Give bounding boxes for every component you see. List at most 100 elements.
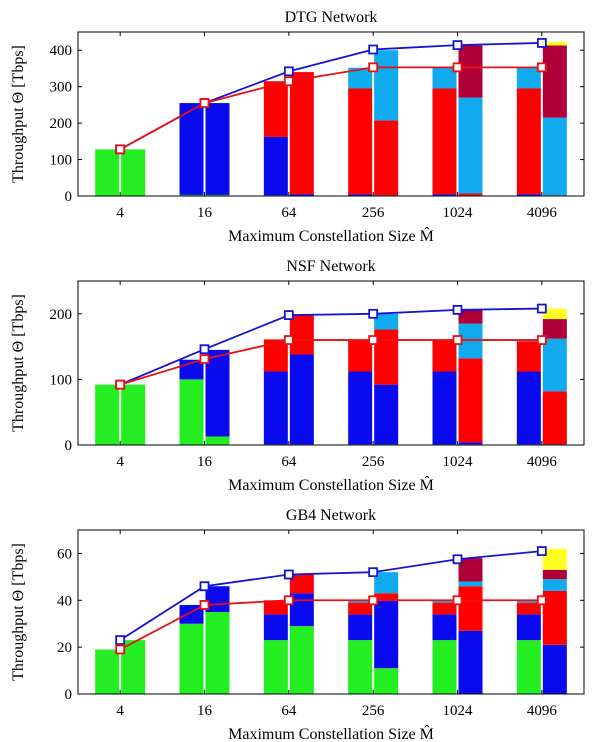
x-tick-label: 1024 — [443, 205, 474, 221]
series-marker — [536, 546, 547, 556]
series-marker — [283, 76, 294, 87]
bar-segment-maroon — [542, 319, 567, 339]
x-axis-label: Maximum Constellation Size M̂ — [228, 226, 434, 245]
y-tick-label: 60 — [57, 546, 72, 562]
bar-segment-yellow — [542, 308, 567, 320]
series-marker — [536, 303, 547, 314]
bar-segment-blue — [348, 614, 373, 641]
bar-segment-red — [289, 72, 314, 195]
x-tick-label: 64 — [281, 205, 297, 221]
bar-segment-cyan — [542, 117, 567, 196]
x-tick-label: 16 — [197, 205, 213, 221]
y-axis-label: Throughput Θ [Tbps] — [10, 543, 27, 681]
x-tick-label: 16 — [197, 454, 213, 470]
bar-segment-blue — [205, 586, 230, 612]
bar-segment-green — [179, 623, 204, 694]
bar-segment-green — [516, 640, 541, 694]
series-marker — [283, 310, 294, 321]
bar-segment-red — [542, 391, 567, 445]
bar-segment-green — [348, 640, 373, 694]
bar-segment-blue — [516, 614, 541, 641]
plot-frame — [77, 31, 585, 197]
bar-segment-green — [374, 668, 399, 694]
series-marker — [368, 595, 379, 606]
series-marker — [283, 569, 294, 580]
bar-segment-red — [348, 602, 373, 615]
bar-segment-red — [374, 120, 399, 196]
series-marker — [115, 144, 126, 155]
x-tick-label: 64 — [281, 703, 297, 719]
bar-segment-cyan — [374, 313, 399, 330]
y-tick-label: 300 — [50, 80, 73, 96]
bar-segment-red — [263, 81, 288, 137]
bar-segment-blue — [516, 194, 541, 196]
bar-segment-red — [542, 590, 567, 645]
series-line-1 — [119, 550, 542, 641]
bar-segment-cyan — [458, 97, 483, 194]
chart-panel-3: GB4 Network 0 20 40 60 4 16 64 256 1024 4096 Maximu… — [10, 507, 585, 742]
bar-segment-green — [95, 384, 120, 445]
bar-segment-cyan — [374, 50, 399, 121]
bar-segment-cyan — [542, 579, 567, 591]
bar-segment-green — [179, 194, 204, 196]
bar-segment-cyan — [374, 572, 399, 594]
series-marker — [199, 581, 210, 592]
series-marker — [368, 567, 379, 578]
x-tick-label: 4096 — [527, 703, 558, 719]
bar-segment-red — [289, 315, 314, 355]
bar-segment-blue — [374, 600, 399, 669]
x-tick-label: 256 — [362, 703, 385, 719]
bar-segment-red — [458, 358, 483, 443]
y-tick-label: 0 — [65, 438, 73, 454]
series-marker — [452, 304, 463, 315]
bar-segment-red — [516, 341, 541, 372]
y-tick-label: 200 — [50, 116, 73, 132]
bar-segment-blue — [205, 349, 230, 437]
series-marker — [283, 66, 294, 77]
x-axis-label: Maximum Constellation Size M̂ — [228, 724, 434, 742]
bar-segment-cyan — [432, 67, 457, 89]
x-tick-label: 64 — [281, 454, 297, 470]
series-marker — [283, 335, 294, 345]
x-tick-label: 4096 — [527, 205, 558, 221]
bar-segment-green — [205, 436, 230, 445]
bar-segment-blue — [348, 194, 373, 196]
bar-segment-maroon — [542, 569, 567, 580]
bar-segment-red — [348, 88, 373, 195]
series-marker — [452, 335, 463, 345]
bar-segment-green — [205, 612, 230, 694]
x-tick-label: 4096 — [527, 454, 558, 470]
y-tick-label: 100 — [50, 372, 73, 388]
series-marker — [199, 600, 210, 610]
bar-segment-blue — [289, 593, 314, 627]
bar-segment-yellow — [542, 548, 567, 570]
bar-segment-blue — [432, 371, 457, 445]
y-axis-label: Throughput Θ [Tbps] — [10, 294, 27, 432]
bar-segment-red — [458, 193, 483, 196]
x-tick-label: 256 — [362, 454, 385, 470]
series-marker — [283, 595, 294, 606]
series-marker — [452, 554, 463, 565]
bar-segment-green — [179, 379, 204, 445]
bar-segment-green — [263, 640, 288, 694]
y-tick-label: 100 — [50, 153, 73, 169]
bar-segment-green — [95, 649, 120, 694]
bar-segment-red — [348, 339, 373, 372]
x-tick-label: 4 — [116, 205, 124, 221]
bar-segment-cyan — [542, 338, 567, 392]
series-line-1 — [119, 307, 542, 386]
chart-title: NSF Network — [286, 258, 375, 275]
chart-panel-1: DTG Network 0 100 200 300 400 4 16 64 256 1024 4096… — [10, 9, 585, 245]
x-tick-label: 4 — [116, 703, 124, 719]
x-tick-label: 1024 — [443, 454, 474, 470]
bar-segment-blue — [458, 442, 483, 445]
chart-panel-2: NSF Network 0 100 200 4 16 64 256 1024 4096 Maximu… — [10, 258, 585, 494]
y-axis-label: Throughput Θ [Tbps] — [10, 45, 27, 183]
series-marker — [536, 62, 547, 73]
bar-segment-red — [432, 88, 457, 195]
bar-segment-blue — [205, 103, 230, 195]
series-marker — [368, 335, 379, 345]
bar-segment-cyan — [516, 600, 541, 603]
series-marker — [452, 40, 463, 51]
